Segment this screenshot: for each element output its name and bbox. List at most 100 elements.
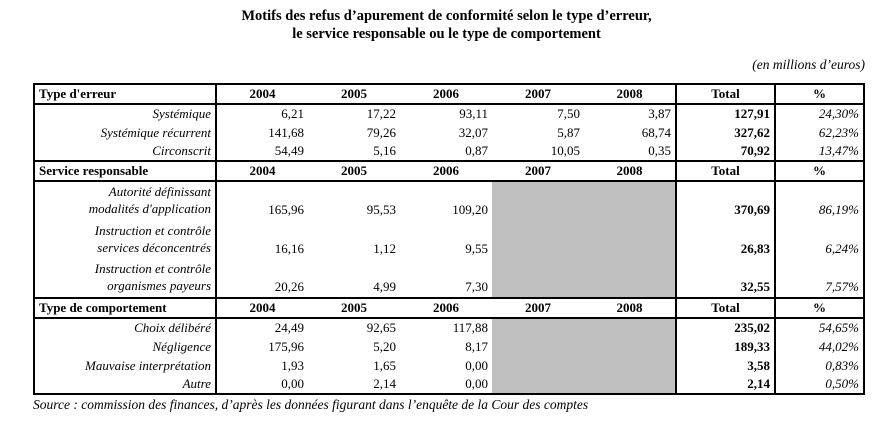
table-row: Instruction et contrôle organismes payeur… <box>34 259 864 298</box>
value-cell: 0,35 <box>648 143 671 158</box>
section-header-row: Type de comportement 2004 2005 2006 2007 2008… <box>34 297 864 319</box>
value-cell: 3,87 <box>648 106 671 121</box>
total-cell: 127,91 <box>675 104 776 123</box>
row-label-cell: Systémique récurrent <box>34 123 217 142</box>
table-title-line2: le service responsable ou le type de com… <box>292 26 601 43</box>
value-cell: 5,87 <box>557 124 580 140</box>
value-cell: 92,65 <box>366 320 396 335</box>
value-cell <box>584 181 676 220</box>
value-cell: 68,74 <box>641 124 671 140</box>
value-cell: 0,00 <box>465 376 488 391</box>
value-cell <box>492 375 584 394</box>
value-cell <box>492 337 584 356</box>
value-cell <box>492 318 584 337</box>
row-label-cell: Négligence <box>34 337 217 356</box>
percent-cell: 0,50% <box>825 376 859 391</box>
total-cell: 327,62 <box>675 123 776 142</box>
value-cell: 16,16 <box>274 241 304 256</box>
total-cell: 370,69 <box>675 181 776 220</box>
value-cell <box>492 220 584 259</box>
value-cell <box>584 356 676 375</box>
table-title-line1: Motifs des refus d’apurement de conformi… <box>241 8 652 24</box>
table-row: Circonscrit 54,49 5,16 0,87 10,05 0,35 70,92 13… <box>34 142 864 161</box>
value-cell: 5,20 <box>373 338 396 354</box>
section-header-cell: Type de comportement <box>34 297 217 319</box>
table-row: Autorité définissant modalités d'applicat… <box>34 181 864 220</box>
value-cell <box>584 318 676 337</box>
data-table: Type d'erreur 2004 2005 2006 2007 2008 Total% S… <box>33 83 865 395</box>
value-cell <box>492 181 584 220</box>
year-header-cell: 2007 <box>492 160 584 182</box>
year-header-cell: 2004 <box>216 83 308 105</box>
percent-cell: 13,47% <box>818 143 859 158</box>
value-cell: 9,55 <box>465 241 488 256</box>
year-header-cell: 2007 <box>492 83 584 105</box>
table-row: Instruction et contrôle services déconcen… <box>34 220 864 259</box>
year-header-cell: 2005 <box>308 160 400 182</box>
section-header-row: Type d'erreur 2004 2005 2006 2007 2008 Total% <box>34 83 864 105</box>
year-header-cell: 2008 <box>584 297 676 319</box>
year-header-cell: 2006 <box>400 297 492 319</box>
percent-cell: 7,57% <box>825 279 859 294</box>
value-cell: 32,07 <box>458 124 488 140</box>
value-cell: 17,22 <box>366 106 396 121</box>
value-cell: 7,30 <box>465 279 488 294</box>
value-cell: 5,16 <box>373 143 396 158</box>
percent-cell: 44,02% <box>818 338 859 354</box>
value-cell: 54,49 <box>274 143 304 158</box>
value-cell: 7,50 <box>557 106 580 121</box>
source-note: Source : commission des finances, d’aprè… <box>33 397 589 412</box>
percent-cell: 86,19% <box>818 202 859 217</box>
data-table-body: Type d'erreur 2004 2005 2006 2007 2008 Total% S… <box>34 83 864 394</box>
percent-header-cell: % <box>775 83 864 105</box>
value-cell: 8,17 <box>465 338 488 354</box>
value-cell: 117,88 <box>452 320 488 335</box>
percent-cell: 0,83% <box>825 357 859 373</box>
value-cell <box>584 220 676 259</box>
value-cell <box>584 259 676 298</box>
year-header-cell: 2005 <box>308 297 400 319</box>
value-cell: 93,11 <box>459 106 488 121</box>
section-header-row: Service responsable 2004 2005 2006 2007 2008 T… <box>34 160 864 182</box>
row-label-cell: Circonscrit <box>34 142 217 161</box>
total-header-cell: Total <box>675 83 776 105</box>
row-label-cell: Systémique <box>34 104 217 123</box>
table-row: Systémique 6,21 17,22 93,11 7,50 3,87 127,91 24… <box>34 104 864 123</box>
value-cell: 2,14 <box>373 376 396 391</box>
year-header-cell: 2004 <box>216 160 308 182</box>
row-label-cell: Choix délibéré <box>34 318 217 337</box>
total-cell: 235,02 <box>675 318 776 337</box>
total-cell: 26,83 <box>675 220 776 259</box>
unit-note: (en millions d’euros) <box>752 57 865 72</box>
value-cell: 24,49 <box>274 320 304 335</box>
value-cell: 0,00 <box>281 376 304 391</box>
row-label-cell: Autre <box>34 375 217 394</box>
percent-cell: 54,65% <box>818 320 859 335</box>
year-header-cell: 2004 <box>216 297 308 319</box>
percent-cell: 6,24% <box>825 241 859 256</box>
row-label-cell: Instruction et contrôle organismes payeur… <box>34 259 217 298</box>
row-label-cell: Mauvaise interprétation <box>34 356 217 375</box>
total-header-cell: Total <box>675 297 776 319</box>
percent-cell: 62,23% <box>818 124 859 140</box>
value-cell: 20,26 <box>274 279 304 294</box>
value-cell: 4,99 <box>373 279 396 294</box>
row-label-cell: Instruction et contrôle services déconcen… <box>34 220 217 259</box>
section-header-cell: Type d'erreur <box>34 83 217 105</box>
value-cell: 10,05 <box>550 143 580 158</box>
value-cell: 141,68 <box>268 124 304 140</box>
value-cell: 1,12 <box>373 241 396 256</box>
year-header-cell: 2006 <box>400 83 492 105</box>
total-header-cell: Total <box>675 160 776 182</box>
year-header-cell: 2006 <box>400 160 492 182</box>
total-cell: 70,92 <box>675 142 776 161</box>
value-cell <box>492 259 584 298</box>
value-cell: 0,87 <box>465 143 488 158</box>
value-cell: 165,96 <box>268 202 304 217</box>
percent-header-cell: % <box>775 297 864 319</box>
value-cell: 109,20 <box>452 202 488 217</box>
value-cell <box>584 375 676 394</box>
row-label-cell: Autorité définissant modalités d'applicat… <box>34 181 217 220</box>
value-cell: 175,96 <box>268 338 304 354</box>
